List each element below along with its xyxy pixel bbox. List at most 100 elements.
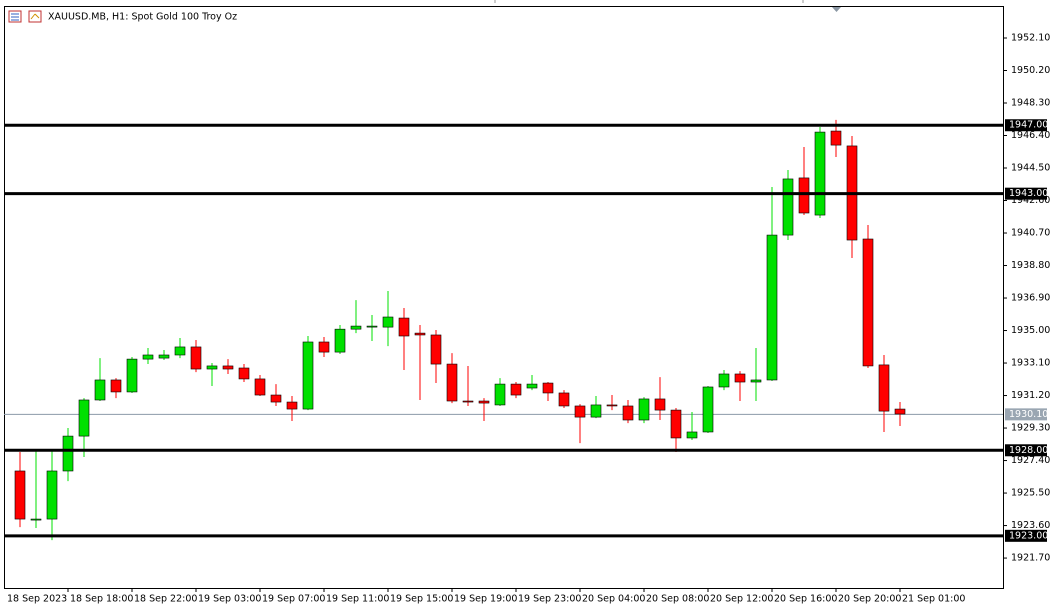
y-tick-label: 1923.60	[1011, 520, 1050, 531]
candle-body	[398, 317, 410, 337]
y-tick-label: 1950.20	[1011, 65, 1050, 76]
candle-body	[190, 346, 202, 370]
candle-body	[702, 386, 714, 433]
candle-body	[94, 379, 106, 401]
candle-body	[718, 373, 730, 388]
x-tick-label: 19 Sep 11:00	[326, 594, 389, 605]
candle-body	[542, 382, 554, 394]
candle-body	[894, 408, 906, 415]
candle-body	[590, 404, 602, 418]
y-tick-label: 1933.10	[1011, 358, 1050, 369]
plot-frame	[4, 6, 1004, 589]
candle-body	[14, 470, 26, 520]
x-tick-label: 18 Sep 2023	[7, 594, 67, 605]
level-label: 1928.00	[1009, 445, 1048, 456]
candle-body	[350, 325, 362, 330]
y-tick-label: 1927.40	[1011, 455, 1050, 466]
level-label-box	[1005, 529, 1047, 542]
candle-body	[526, 383, 538, 389]
candle-body	[878, 364, 890, 412]
candle-body	[798, 177, 810, 214]
level-label-box	[1005, 187, 1047, 200]
candle-body	[862, 238, 874, 367]
candle-body	[782, 178, 794, 236]
chart-icon	[8, 10, 42, 23]
x-tick-label: 20 Sep 16:00	[774, 594, 837, 605]
candle-body	[478, 400, 490, 404]
x-tick-label: 19 Sep 19:00	[454, 594, 517, 605]
candle-body	[830, 130, 842, 146]
level-label: 1923.00	[1009, 530, 1048, 541]
current-price-box	[1005, 408, 1047, 421]
candle-body	[286, 401, 298, 410]
candle-body	[238, 367, 250, 380]
y-tick-label: 1921.70	[1011, 553, 1050, 564]
x-tick-label: 18 Sep 22:00	[134, 594, 197, 605]
candle-body	[366, 325, 378, 328]
y-tick-label: 1952.10	[1011, 32, 1050, 43]
candle-body	[126, 358, 138, 393]
candle-body	[734, 373, 746, 383]
x-tick-label: 19 Sep 03:00	[198, 594, 261, 605]
candle-body	[510, 383, 522, 396]
x-tick-label: 18 Sep 18:00	[70, 594, 133, 605]
candle-body	[654, 398, 666, 411]
level-label: 1947.00	[1009, 120, 1048, 131]
candle-body	[46, 470, 58, 520]
x-tick-label: 21 Sep 01:00	[902, 594, 965, 605]
y-tick-label: 1938.80	[1011, 260, 1050, 271]
current-price-label: 1930.10	[1009, 409, 1048, 420]
candle-body	[318, 341, 330, 353]
x-tick-label: 20 Sep 20:00	[838, 594, 901, 605]
y-tick-label: 1940.70	[1011, 228, 1050, 239]
candle-body	[638, 398, 650, 421]
level-label-box	[1005, 444, 1047, 457]
candle-body	[606, 404, 618, 407]
x-tick-label: 20 Sep 12:00	[710, 594, 773, 605]
candle-body	[430, 334, 442, 365]
candle-body	[206, 365, 218, 370]
candle-body	[558, 392, 570, 407]
y-tick-label: 1931.20	[1011, 390, 1050, 401]
x-tick-label: 19 Sep 07:00	[262, 594, 325, 605]
chart-title: XAUUSD.MB, H1: Spot Gold 100 Troy Oz	[48, 12, 237, 23]
y-tick-label: 1942.60	[1011, 195, 1050, 206]
candle-body	[446, 363, 458, 402]
y-tick-label: 1935.00	[1011, 325, 1050, 336]
candle-body	[174, 346, 186, 356]
candle-body	[158, 354, 170, 359]
level-label-box	[1005, 119, 1047, 132]
y-tick-label: 1946.40	[1011, 130, 1050, 141]
candle-body	[750, 379, 762, 383]
candle-body	[414, 332, 426, 336]
x-tick-label: 20 Sep 04:00	[582, 594, 645, 605]
candle-body	[270, 394, 282, 403]
candle-body	[334, 328, 346, 353]
candle-body	[462, 400, 474, 403]
candle-body	[142, 354, 154, 360]
candle-body	[30, 518, 42, 521]
level-label: 1943.00	[1009, 188, 1048, 199]
y-tick-label: 1925.50	[1011, 488, 1050, 499]
candle-body	[222, 365, 234, 370]
candle-body	[78, 399, 90, 437]
x-tick-label: 19 Sep 15:00	[390, 594, 453, 605]
candle-body	[766, 234, 778, 381]
candle-body	[62, 435, 74, 472]
y-tick-label: 1948.30	[1011, 98, 1050, 109]
candle-body	[494, 383, 506, 406]
candle-body	[814, 131, 826, 216]
y-tick-label: 1944.50	[1011, 163, 1050, 174]
shift-marker	[832, 7, 841, 12]
candle-body	[686, 431, 698, 439]
candle-body	[382, 316, 394, 328]
candle-body	[574, 405, 586, 418]
candle-body	[302, 341, 314, 410]
x-tick-label: 20 Sep 08:00	[646, 594, 709, 605]
y-tick-label: 1936.90	[1011, 293, 1050, 304]
candle-body	[622, 405, 634, 421]
y-tick-label: 1929.30	[1011, 423, 1050, 434]
candle-body	[110, 379, 122, 393]
